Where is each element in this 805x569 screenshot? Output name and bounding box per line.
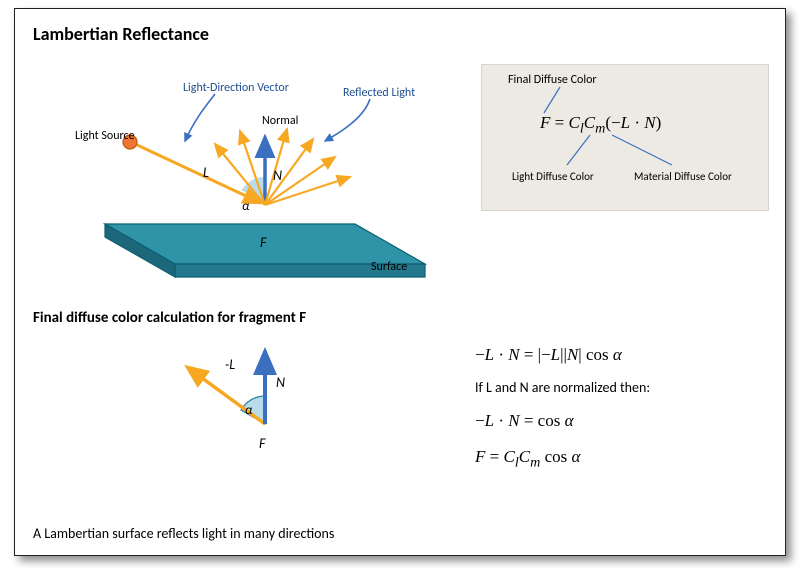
d1-mid: || <box>560 345 567 364</box>
d4-cos: cos <box>540 447 571 466</box>
label-alpha-bottom: α <box>245 403 252 418</box>
label-surface: Surface <box>371 260 407 274</box>
derivation-line2: If L and N are normalized then: <box>475 379 650 396</box>
pointer-reflected <box>325 99 370 141</box>
d3-dot: · <box>498 411 508 430</box>
d1-eq: = <box>524 345 538 364</box>
d1-minusL: −L <box>475 345 494 364</box>
derivation-line4: F = ClCm cos α <box>475 447 580 471</box>
label-F-top: F <box>260 234 266 251</box>
d3-minusL: −L <box>475 411 494 430</box>
label-L: L <box>203 164 209 181</box>
label-N-top: N <box>273 167 282 184</box>
page: Lambertian Reflectance <box>0 0 805 569</box>
d4-F: F <box>475 447 485 466</box>
d1-alpha: α <box>613 345 622 364</box>
d1-barclose: | cos <box>578 345 613 364</box>
d4-eq: = <box>490 447 504 466</box>
d1-N: N <box>508 345 519 364</box>
label-reflected-light: Reflected Light <box>343 86 415 100</box>
slide-frame: Lambertian Reflectance <box>14 8 786 556</box>
d4-Cm-sub: m <box>530 454 540 470</box>
label-N-bottom: N <box>276 374 285 391</box>
label-minus-L: -L <box>225 356 235 373</box>
d3-eq: = cos <box>524 411 565 430</box>
d3-N: N <box>508 411 519 430</box>
reflected-rays <box>215 129 350 205</box>
label-light-dir-vector: Light-Direction Vector <box>183 81 289 95</box>
label-alpha-top: α <box>242 199 249 214</box>
d1-dot: · <box>498 345 508 364</box>
vector-minus-L <box>187 367 265 424</box>
equation-box-pointers <box>482 65 768 210</box>
d4-alpha: α <box>572 447 581 466</box>
d4-Cm: C <box>519 447 530 466</box>
label-material-diffuse-color: Material Diffuse Color <box>634 170 732 183</box>
d1-baropen: |− <box>538 345 551 364</box>
derivation-line3: −L · N = cos α <box>475 411 574 431</box>
slide-title: Lambertian Reflectance <box>33 23 209 45</box>
d1-Nbar: N <box>567 345 578 364</box>
vector-L-incoming <box>135 144 261 203</box>
label-F-bottom: F <box>259 435 265 452</box>
d1-Lbar: L <box>551 345 560 364</box>
footer-text: A Lambertian surface reflects light in m… <box>33 525 334 542</box>
label-light-source: Light Source <box>75 129 135 143</box>
equation-box: Final Diffuse Color F = ClCm(−L · N) Lig… <box>481 64 769 211</box>
pointer-light-dir <box>185 94 215 141</box>
d4-Cl: C <box>503 447 514 466</box>
derivation-line1: −L · N = |−L||N| cos α <box>475 345 622 365</box>
diagram-bottom <box>155 329 355 459</box>
d3-alpha: α <box>565 411 574 430</box>
slide-subtitle: Final diffuse color calculation for frag… <box>33 309 306 327</box>
label-normal: Normal <box>262 114 298 128</box>
label-light-diffuse-color: Light Diffuse Color <box>512 170 594 183</box>
